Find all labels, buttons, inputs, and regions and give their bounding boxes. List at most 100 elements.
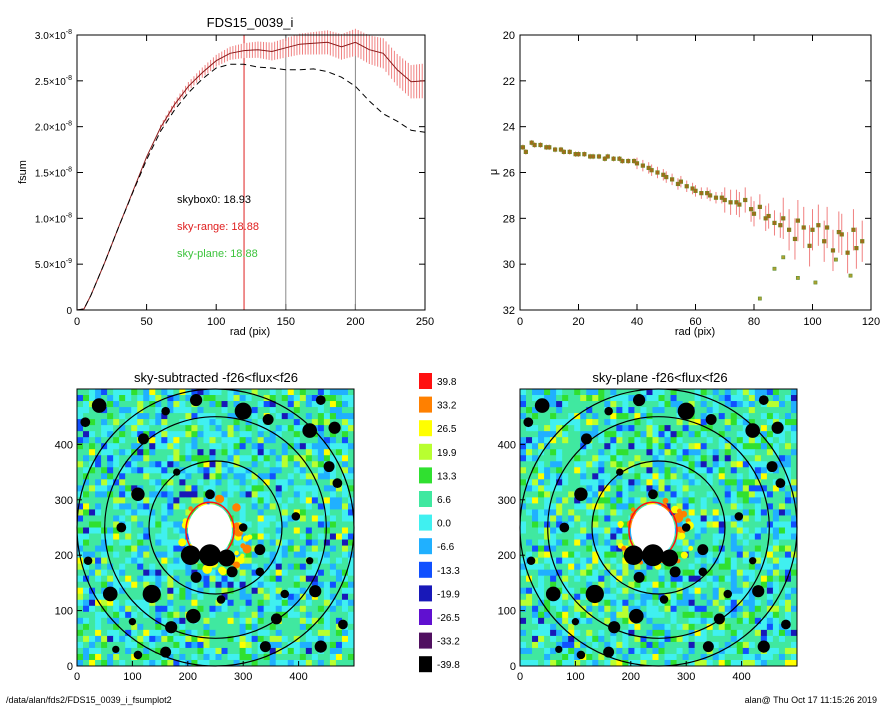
map-pixel bbox=[784, 515, 792, 522]
map-pixel bbox=[532, 605, 539, 613]
masked-source bbox=[681, 523, 691, 532]
map-pixel bbox=[736, 413, 744, 420]
map-pixel bbox=[688, 563, 696, 571]
map-pixel bbox=[293, 491, 301, 498]
map-pixel bbox=[724, 449, 732, 456]
map-pixel bbox=[329, 503, 337, 510]
map-pixel bbox=[532, 479, 539, 486]
map-pixel bbox=[598, 401, 605, 408]
map-pixel bbox=[700, 533, 708, 540]
map-pixel bbox=[155, 455, 162, 462]
map-pixel bbox=[161, 569, 168, 577]
map-pixel bbox=[532, 545, 539, 552]
map-pixel bbox=[323, 497, 331, 504]
map-pixel bbox=[640, 437, 647, 444]
map-pixel bbox=[131, 593, 138, 601]
map-pixel bbox=[730, 617, 738, 625]
map-pixel bbox=[772, 413, 780, 420]
map-pixel bbox=[179, 593, 186, 601]
masked-source bbox=[255, 567, 265, 577]
map-pixel bbox=[125, 623, 132, 631]
map-pixel bbox=[137, 455, 144, 462]
map-pixel bbox=[257, 629, 265, 637]
map-pixel bbox=[586, 539, 593, 546]
map-pixel bbox=[556, 503, 563, 510]
map-pixel bbox=[688, 503, 696, 510]
map-pixel bbox=[520, 491, 527, 498]
map-pixel bbox=[107, 515, 114, 522]
map-pixel bbox=[185, 629, 192, 637]
map-pixel bbox=[658, 419, 665, 426]
map-pixel bbox=[652, 581, 659, 589]
mu-data-point bbox=[655, 170, 660, 175]
map-pixel bbox=[233, 515, 240, 522]
map-pixel bbox=[179, 425, 186, 432]
map-pixel bbox=[586, 575, 593, 583]
masked-source bbox=[328, 421, 341, 434]
map-pixel bbox=[652, 443, 659, 450]
map-pixel bbox=[77, 413, 84, 420]
map-pixel bbox=[520, 485, 527, 492]
map-pixel bbox=[317, 539, 325, 546]
map-pixel bbox=[263, 605, 271, 613]
map-pixel bbox=[137, 407, 144, 414]
map-pixel bbox=[203, 401, 210, 408]
map-bright-blob bbox=[242, 544, 252, 554]
map-pixel bbox=[526, 533, 533, 540]
map-pixel bbox=[101, 605, 108, 613]
map-pixel bbox=[730, 449, 738, 456]
map-pixel bbox=[568, 635, 575, 643]
map-pixel bbox=[269, 497, 277, 504]
map-pixel bbox=[77, 419, 84, 426]
map-pixel bbox=[760, 545, 768, 552]
map-pixel bbox=[143, 485, 150, 492]
map-pixel bbox=[700, 425, 708, 432]
map-pixel bbox=[790, 479, 798, 486]
map-pixel bbox=[616, 425, 623, 432]
mu-outer-data-point bbox=[848, 273, 853, 278]
map-pixel bbox=[83, 605, 90, 613]
map-pixel bbox=[257, 473, 265, 480]
map-pixel bbox=[790, 425, 798, 432]
map-pixel bbox=[724, 581, 732, 589]
map-pixel bbox=[538, 605, 545, 613]
map-pixel bbox=[209, 389, 216, 396]
map-pixel bbox=[125, 533, 132, 540]
map-pixel bbox=[137, 575, 144, 583]
map-pixel bbox=[239, 461, 247, 468]
map-pixel bbox=[718, 491, 726, 498]
map-pixel bbox=[790, 659, 798, 667]
map-pixel bbox=[640, 647, 647, 655]
map-pixel bbox=[628, 473, 635, 480]
mu-data-point bbox=[795, 218, 800, 223]
map-pixel bbox=[748, 635, 756, 643]
map-pixel bbox=[700, 581, 708, 589]
map-pixel bbox=[718, 521, 726, 528]
map-pixel bbox=[568, 545, 575, 552]
map-pixel bbox=[712, 641, 720, 649]
map-pixel bbox=[161, 425, 168, 432]
map-pixel bbox=[83, 485, 90, 492]
map-pixel bbox=[532, 569, 539, 577]
map-pixel bbox=[209, 587, 216, 595]
map-pixel bbox=[275, 425, 283, 432]
masked-source bbox=[545, 586, 561, 602]
map-pixel bbox=[137, 509, 144, 516]
masked-source bbox=[112, 645, 120, 654]
map-pixel bbox=[119, 617, 126, 625]
map-pixel bbox=[790, 653, 798, 661]
map-pixel bbox=[772, 491, 780, 498]
map-pixel bbox=[784, 545, 792, 552]
map-pixel bbox=[89, 593, 96, 601]
map-pixel bbox=[664, 395, 671, 402]
map-pixel bbox=[305, 623, 313, 631]
colorbar-label: 19.9 bbox=[437, 448, 457, 459]
mu-data-point bbox=[523, 149, 528, 154]
map-pixel bbox=[215, 563, 222, 571]
map-pixel bbox=[718, 479, 726, 486]
map-pixel bbox=[526, 569, 533, 577]
map-pixel bbox=[83, 545, 90, 552]
map-pixel bbox=[646, 593, 653, 601]
map-pixel bbox=[598, 575, 605, 583]
map-pixel bbox=[101, 485, 108, 492]
